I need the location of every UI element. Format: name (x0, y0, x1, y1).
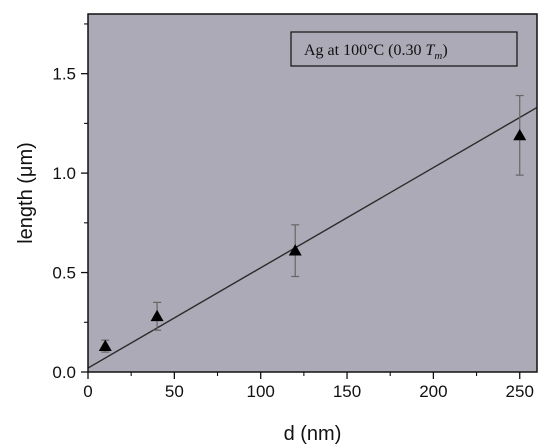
legend-label: Ag at 100°C (0.30 Tm) (304, 42, 448, 62)
y-axis-title: length (μm) (15, 142, 37, 244)
legend-text-sub: m (434, 50, 442, 62)
fit-line (88, 106, 537, 369)
x-tick-label: 250 (506, 382, 534, 401)
data-point (98, 339, 112, 352)
x-axis-title: d (nm) (284, 423, 342, 445)
y-tick-label: 0.0 (52, 363, 76, 382)
x-tick-label: 0 (83, 382, 92, 401)
x-tick-label: 200 (419, 382, 447, 401)
plot-area (88, 14, 537, 372)
y-tick-label: 1.5 (52, 65, 76, 84)
data-point (150, 309, 164, 322)
data-point (288, 244, 302, 256)
data-point (513, 128, 527, 141)
legend-text-main: Ag at 100°C (0.30 (304, 42, 426, 59)
x-tick-label: 50 (165, 382, 184, 401)
x-tick-label: 150 (333, 382, 361, 401)
legend-text-close: ) (442, 42, 447, 59)
y-tick-label: 1.0 (52, 164, 76, 183)
legend-text-var: T (426, 42, 436, 59)
x-tick-label: 100 (247, 382, 275, 401)
y-tick-label: 0.5 (52, 264, 76, 283)
legend-box (290, 31, 518, 67)
legend: Ag at 100°C (0.30 Tm) (290, 31, 518, 67)
plot-frame (87, 13, 538, 373)
